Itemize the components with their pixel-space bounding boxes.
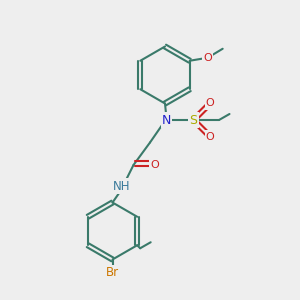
Text: O: O [150,160,159,170]
Text: NH: NH [113,179,130,193]
Text: N: N [162,113,171,127]
Text: S: S [190,113,197,127]
Text: O: O [203,53,212,63]
Text: Br: Br [106,266,119,280]
Text: O: O [206,131,214,142]
Text: O: O [206,98,214,109]
